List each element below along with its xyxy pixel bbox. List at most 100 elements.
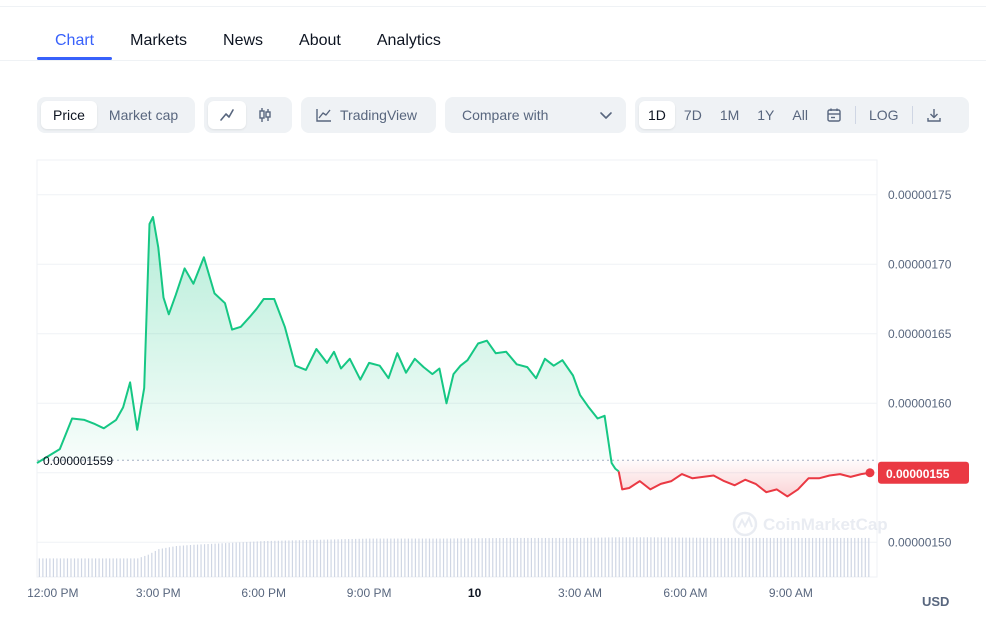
volume-bar (692, 537, 694, 577)
volume-bar (376, 538, 378, 577)
volume-bar (235, 542, 237, 577)
tab-about[interactable]: About (299, 32, 341, 49)
volume-bar (766, 537, 768, 577)
volume-bar (460, 538, 462, 577)
volume-bar (386, 538, 388, 577)
volume-bar (77, 558, 79, 577)
chart-svg: CoinMarketCap 0.000001750.000001700.0000… (27, 159, 969, 600)
volume-bar (752, 537, 754, 577)
y-tick-label: 0.00000160 (888, 396, 952, 410)
watermark-text: CoinMarketCap (763, 515, 888, 534)
price-marketcap-toggle: Price Market cap (37, 97, 195, 133)
volume-bar (713, 537, 715, 577)
volume-bar (685, 537, 687, 577)
x-tick-label: 3:00 PM (136, 586, 181, 600)
volume-bar (488, 538, 490, 577)
volume-bar (759, 537, 761, 577)
volume-bar (355, 538, 357, 577)
volume-bar (572, 537, 575, 577)
tab-chart[interactable]: Chart (37, 22, 113, 60)
volume-bar (267, 540, 269, 577)
volume-bar (66, 558, 69, 577)
x-tick-label: 6:00 PM (241, 586, 286, 600)
range-1y-button[interactable]: 1Y (757, 107, 775, 123)
volume-bar (119, 558, 121, 577)
volume-bar (323, 539, 325, 577)
price-button[interactable]: Price (41, 101, 97, 129)
candlestick-icon (259, 108, 271, 122)
volume-bar (548, 537, 550, 577)
price-chart[interactable]: CoinMarketCap 0.00000175 0.00000170 0.0000… (0, 150, 986, 625)
volume-bar (116, 558, 118, 577)
volume-bar (256, 541, 258, 577)
volume-bar (664, 537, 666, 577)
volume-bar (695, 537, 698, 577)
range-selector: 1D 7D 1M 1Y All LOG (635, 97, 969, 133)
volume-bar (590, 537, 592, 577)
range-1d-button[interactable]: 1D (639, 101, 675, 129)
compare-with-dropdown[interactable]: Compare with (445, 97, 626, 133)
volume-bar (203, 544, 206, 577)
volume-bar (520, 537, 522, 577)
volume-bar (397, 538, 399, 577)
calendar-button[interactable] (817, 101, 851, 129)
volume-bar (91, 558, 93, 577)
volume-bar (312, 539, 315, 577)
y-tick-label: 0.00000150 (888, 535, 952, 549)
tradingview-button[interactable]: TradingView (301, 97, 436, 133)
volume-bar (109, 558, 111, 577)
market-cap-button[interactable]: Market cap (108, 107, 179, 123)
price-area-down (618, 460, 870, 497)
volume-bar (471, 538, 473, 577)
log-scale-button[interactable]: LOG (868, 107, 899, 123)
volume-bar (748, 537, 750, 577)
volume-bar (636, 537, 638, 577)
volume-bar (105, 558, 107, 577)
x-tick-label: 3:00 AM (558, 586, 602, 600)
volume-bar (773, 537, 775, 577)
volume-bar (305, 540, 308, 577)
tab-analytics[interactable]: Analytics (376, 32, 441, 49)
volume-bar (671, 537, 673, 577)
volume-bar (351, 538, 353, 577)
volume-bar (674, 537, 677, 577)
toolbar-divider (911, 106, 913, 124)
volume-bar (446, 538, 448, 577)
x-tick-label: 9:00 AM (769, 586, 813, 600)
calendar-icon (827, 108, 841, 122)
volume-bar (130, 558, 132, 577)
volume-bar (348, 539, 350, 577)
reference-price-label: 0.000001559 (43, 454, 113, 468)
tradingview-label: TradingView (340, 107, 418, 123)
volume-bar (833, 537, 835, 577)
current-price-dot (865, 468, 875, 478)
volume-bars (38, 537, 870, 577)
volume-bar (731, 537, 733, 577)
volume-bar (277, 540, 279, 577)
volume-bar (94, 558, 97, 577)
range-7d-button[interactable]: 7D (683, 107, 702, 123)
volume-bar (534, 537, 536, 577)
candlestick-button[interactable] (246, 101, 284, 129)
volume-bar (453, 538, 455, 577)
x-tick-label: 10 (468, 586, 482, 600)
download-button[interactable] (917, 101, 951, 129)
volume-bar (657, 537, 659, 577)
tab-news[interactable]: News (223, 32, 264, 49)
volume-bar (186, 545, 188, 577)
volume-bar (435, 538, 438, 577)
volume-bar (583, 537, 585, 577)
line-chart-button[interactable] (208, 101, 246, 129)
volume-bar (418, 538, 420, 577)
volume-bar (319, 539, 322, 577)
range-1m-button[interactable]: 1M (719, 107, 740, 123)
volume-bar (274, 540, 276, 577)
volume-bar (80, 558, 83, 577)
volume-bar (738, 537, 740, 577)
volume-bar (404, 538, 406, 577)
volume-bar (38, 558, 40, 577)
current-price-badge (878, 461, 969, 484)
volume-bar (681, 537, 684, 577)
tab-markets[interactable]: Markets (130, 32, 188, 49)
range-all-button[interactable]: All (792, 107, 808, 123)
